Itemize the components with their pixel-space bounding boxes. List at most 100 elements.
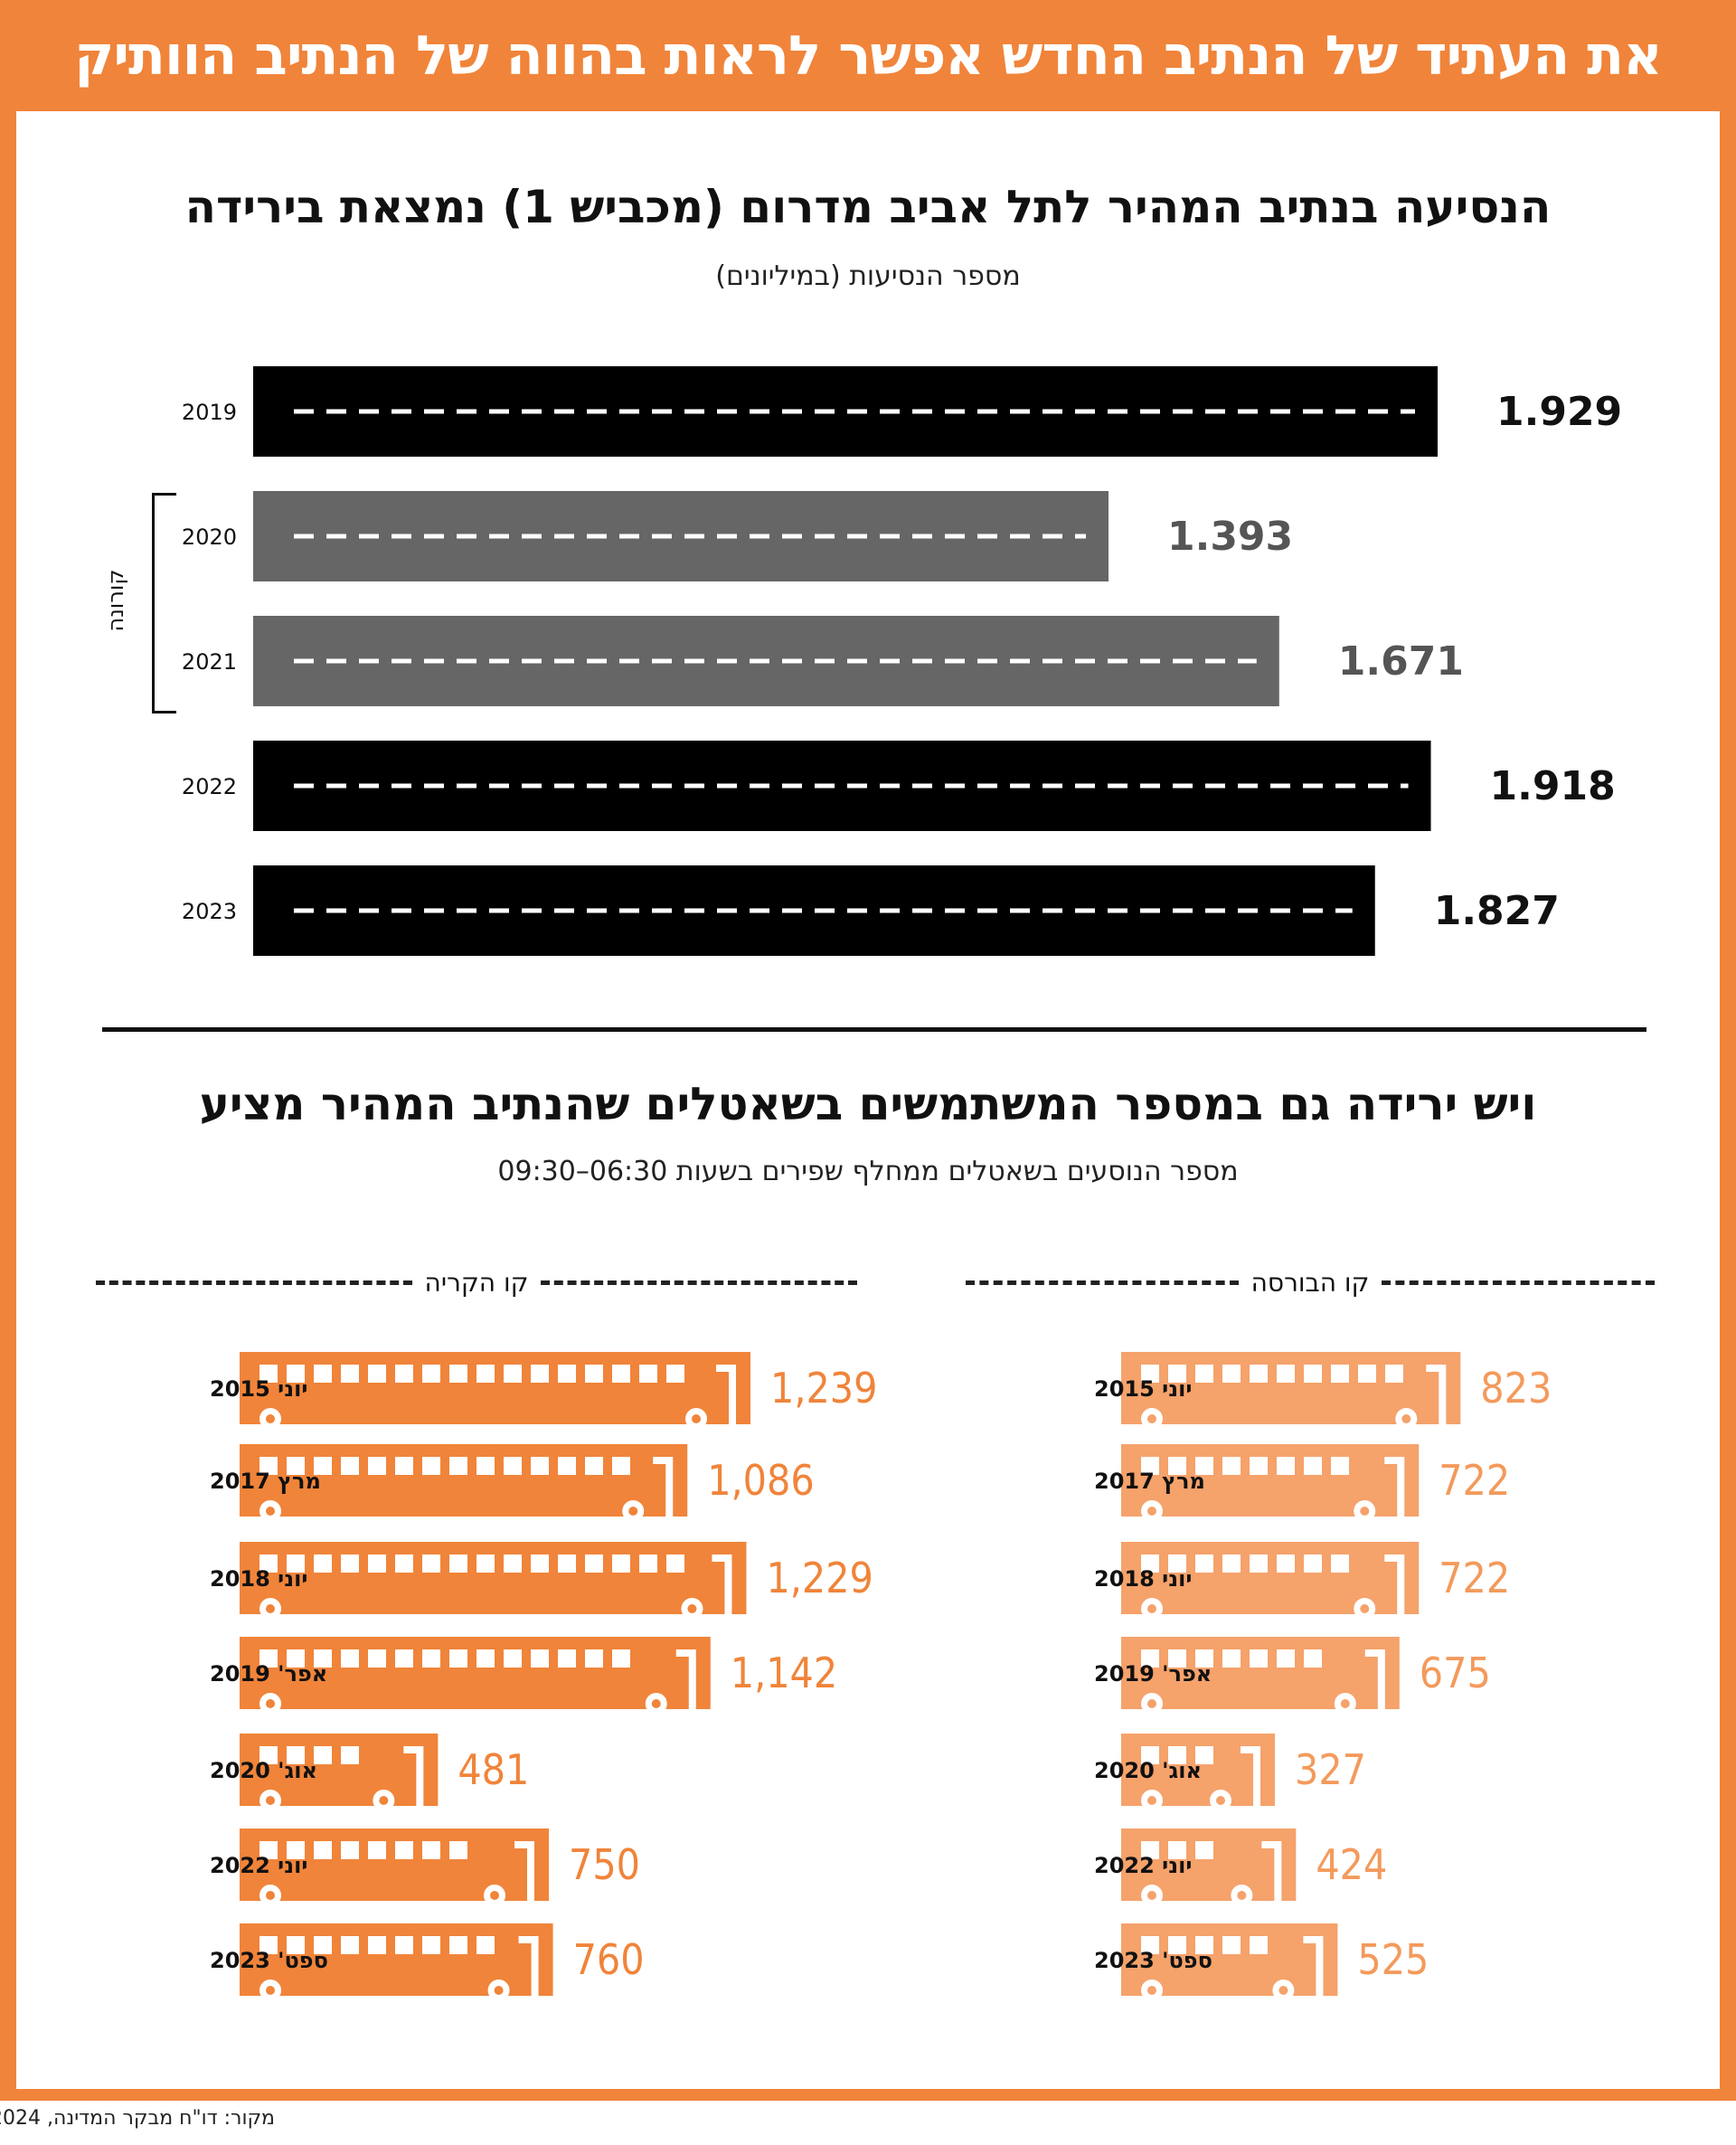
bursa-date-label: אוג' 2020: [1094, 1758, 1202, 1783]
bus-window: [287, 1841, 305, 1859]
kirya-date-label: ספט' 2023: [210, 1948, 328, 1973]
bus-hub: [490, 1891, 500, 1900]
bus-hub: [266, 1414, 275, 1423]
bus-window: [259, 1649, 278, 1668]
bus-window: [666, 1365, 684, 1383]
bursa-date-label: יוני 2018: [1094, 1566, 1192, 1592]
bus-window: [1195, 1649, 1213, 1668]
bus-window: [341, 1936, 359, 1954]
bus-window: [1168, 1746, 1186, 1764]
bus-window: [368, 1365, 386, 1383]
section1-subtitle: מספר הנסיעות (במיליונים): [715, 260, 1021, 292]
bus-window: [531, 1554, 549, 1573]
kirya-date-label: מרץ 2017: [210, 1469, 321, 1494]
bus-window: [259, 1841, 278, 1859]
bus-window: [422, 1649, 440, 1668]
bus-window: [259, 1365, 278, 1383]
bus-window: [504, 1554, 522, 1573]
bus-window: [1250, 1365, 1268, 1383]
bus-window: [314, 1365, 332, 1383]
kirya-value-label: 1,086: [707, 1456, 814, 1505]
bus-window: [341, 1841, 359, 1859]
bus-hub: [1147, 1604, 1156, 1613]
bus-hub: [1360, 1507, 1370, 1516]
bus-window: [259, 1554, 278, 1573]
kirya-date-label: יוני 2015: [210, 1376, 307, 1402]
bus-window: [422, 1457, 440, 1475]
corona-bracket: [152, 493, 176, 713]
bus-window: [368, 1649, 386, 1668]
dash-rule: [541, 1280, 858, 1285]
bus-hub: [1147, 1414, 1156, 1423]
bursa-line-label: קו הבורסה: [1250, 1267, 1370, 1298]
bus-window: [476, 1365, 495, 1383]
bus-window: [1304, 1457, 1322, 1475]
bus-window: [287, 1457, 305, 1475]
bus-hub: [687, 1604, 697, 1613]
bus-body-kirya-1: [240, 1444, 688, 1517]
bus-window: [1141, 1746, 1159, 1764]
dash-rule: [966, 1280, 1239, 1285]
kirya-date-label: יוני 2018: [210, 1566, 307, 1592]
bus-window: [314, 1554, 332, 1573]
bus-hub: [1237, 1891, 1247, 1900]
bus-door: [1364, 1649, 1385, 1709]
bursa-date-label: אפר' 2019: [1094, 1661, 1212, 1687]
bus-window: [314, 1936, 332, 1954]
year-label: 2022: [182, 774, 237, 799]
bus-window: [1195, 1746, 1213, 1764]
bursa-line-header: קו הבורסה: [966, 1262, 1655, 1302]
bus-window: [1141, 1649, 1159, 1668]
bus-window: [395, 1365, 413, 1383]
bus-window: [341, 1649, 359, 1668]
kirya-value-label: 760: [573, 1935, 645, 1984]
bus-door: [1241, 1746, 1260, 1806]
bursa-value-label: 525: [1357, 1935, 1429, 1984]
bus-window: [341, 1457, 359, 1475]
bus-window: [1141, 1365, 1159, 1383]
bus-window: [314, 1457, 332, 1475]
bus-window: [314, 1841, 332, 1859]
bus-window: [1168, 1554, 1186, 1573]
bus-window: [449, 1365, 467, 1383]
bus-window: [1168, 1936, 1186, 1954]
bus-hub: [379, 1796, 389, 1805]
year-label: 2020: [182, 524, 237, 550]
kirya-value-label: 750: [569, 1840, 640, 1889]
bus-door: [1426, 1365, 1447, 1424]
bus-window: [1168, 1365, 1186, 1383]
bursa-value-label: 823: [1480, 1364, 1552, 1413]
value-label: 1.827: [1434, 888, 1560, 934]
bus-window: [1304, 1649, 1322, 1668]
bus-window: [1277, 1649, 1295, 1668]
bus-window: [639, 1365, 657, 1383]
bus-hub: [266, 1604, 275, 1613]
bus-window: [287, 1746, 305, 1764]
bus-window: [1195, 1365, 1213, 1383]
bus-window: [558, 1457, 576, 1475]
section2-title: ויש ירידה גם במספר המשתמשים בשאטלים שהנת…: [199, 1078, 1537, 1130]
kirya-value-label: 1,229: [766, 1554, 873, 1602]
year-label: 2019: [182, 400, 237, 425]
bus-window: [1304, 1554, 1322, 1573]
kirya-date-label: אוג' 2020: [210, 1758, 317, 1783]
bus-hub: [1401, 1414, 1411, 1423]
bus-window: [612, 1649, 630, 1668]
bus-window: [1358, 1365, 1376, 1383]
bus-door: [518, 1936, 539, 1996]
kirya-value-label: 1,239: [770, 1364, 877, 1413]
bus-window: [531, 1457, 549, 1475]
bus-window: [368, 1457, 386, 1475]
bus-window: [476, 1554, 495, 1573]
bursa-date-label: מרץ 2017: [1094, 1469, 1205, 1494]
bus-window: [1168, 1649, 1186, 1668]
bus-door: [1261, 1841, 1282, 1901]
value-label: 1.393: [1167, 514, 1293, 560]
bus-window: [639, 1554, 657, 1573]
section1-title: הנסיעה בנתיב המהיר לתל אביב מדרום (מכביש…: [184, 181, 1552, 233]
bus-window: [314, 1746, 332, 1764]
bus-window: [341, 1746, 359, 1764]
bus-window: [422, 1365, 440, 1383]
bus-window: [558, 1365, 576, 1383]
bus-hub: [1340, 1699, 1350, 1708]
